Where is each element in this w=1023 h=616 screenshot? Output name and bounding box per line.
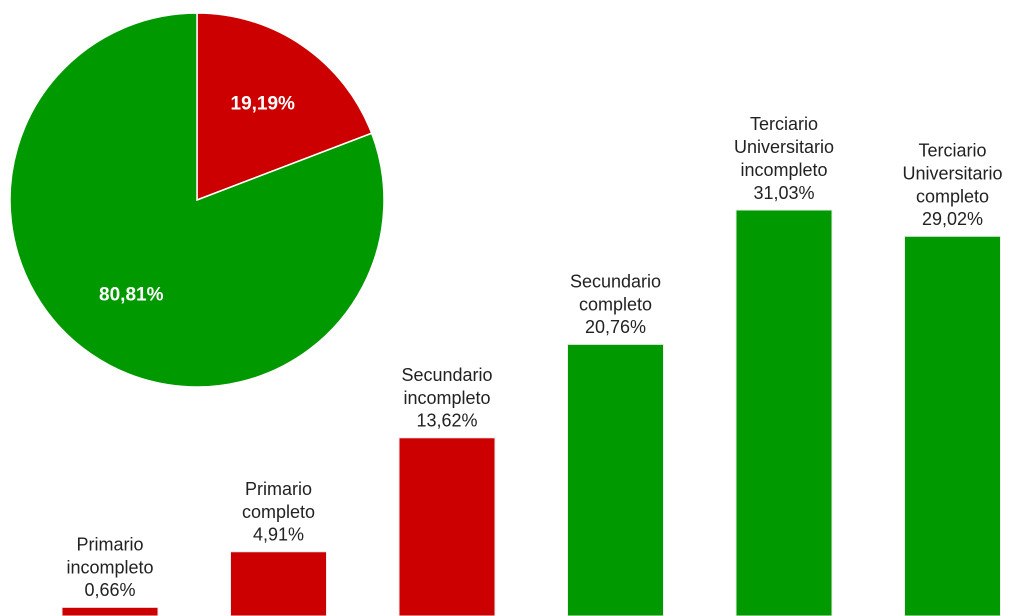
category-line: Universitario	[902, 163, 1002, 183]
category-label: Primario completo	[242, 479, 315, 522]
category-line: incompleto	[66, 557, 153, 577]
bar	[61, 606, 159, 616]
category-line: Universitario	[734, 137, 834, 157]
category-line: completo	[579, 294, 652, 314]
bar	[904, 235, 1001, 616]
category-line: completo	[242, 502, 315, 522]
category-line: incompleto	[403, 388, 490, 408]
category-label: Secundario incompleto	[401, 365, 492, 408]
category-line: Terciario	[750, 114, 818, 134]
value-label: 29,02%	[922, 209, 983, 229]
category-line: Primario	[76, 534, 143, 554]
pie-slice	[196, 12, 373, 202]
bar	[735, 209, 833, 616]
category-label: Terciario Universitario completo	[902, 140, 1002, 206]
category-line: Primario	[245, 479, 312, 499]
value-label: 13,62%	[416, 411, 477, 431]
category-line: Terciario	[918, 140, 986, 160]
bar	[230, 551, 327, 616]
slice-label: 80,81%	[99, 285, 164, 306]
bar	[398, 437, 496, 616]
value-label: 31,03%	[753, 183, 814, 203]
category-line: completo	[916, 186, 989, 206]
category-line: Secundario	[401, 365, 492, 385]
category-label: Secundario completo	[570, 271, 661, 314]
category-label: Terciario Universitario incompleto	[734, 114, 834, 180]
category-label: Primario incompleto	[66, 534, 153, 577]
category-line: Secundario	[570, 271, 661, 291]
value-label: 20,76%	[585, 317, 646, 337]
pie-slice	[9, 12, 385, 388]
category-line: incompleto	[740, 160, 827, 180]
value-label: 0,66%	[84, 580, 135, 600]
bar	[567, 343, 664, 616]
value-label: 4,91%	[253, 525, 304, 545]
slice-label: 19,19%	[231, 94, 296, 115]
